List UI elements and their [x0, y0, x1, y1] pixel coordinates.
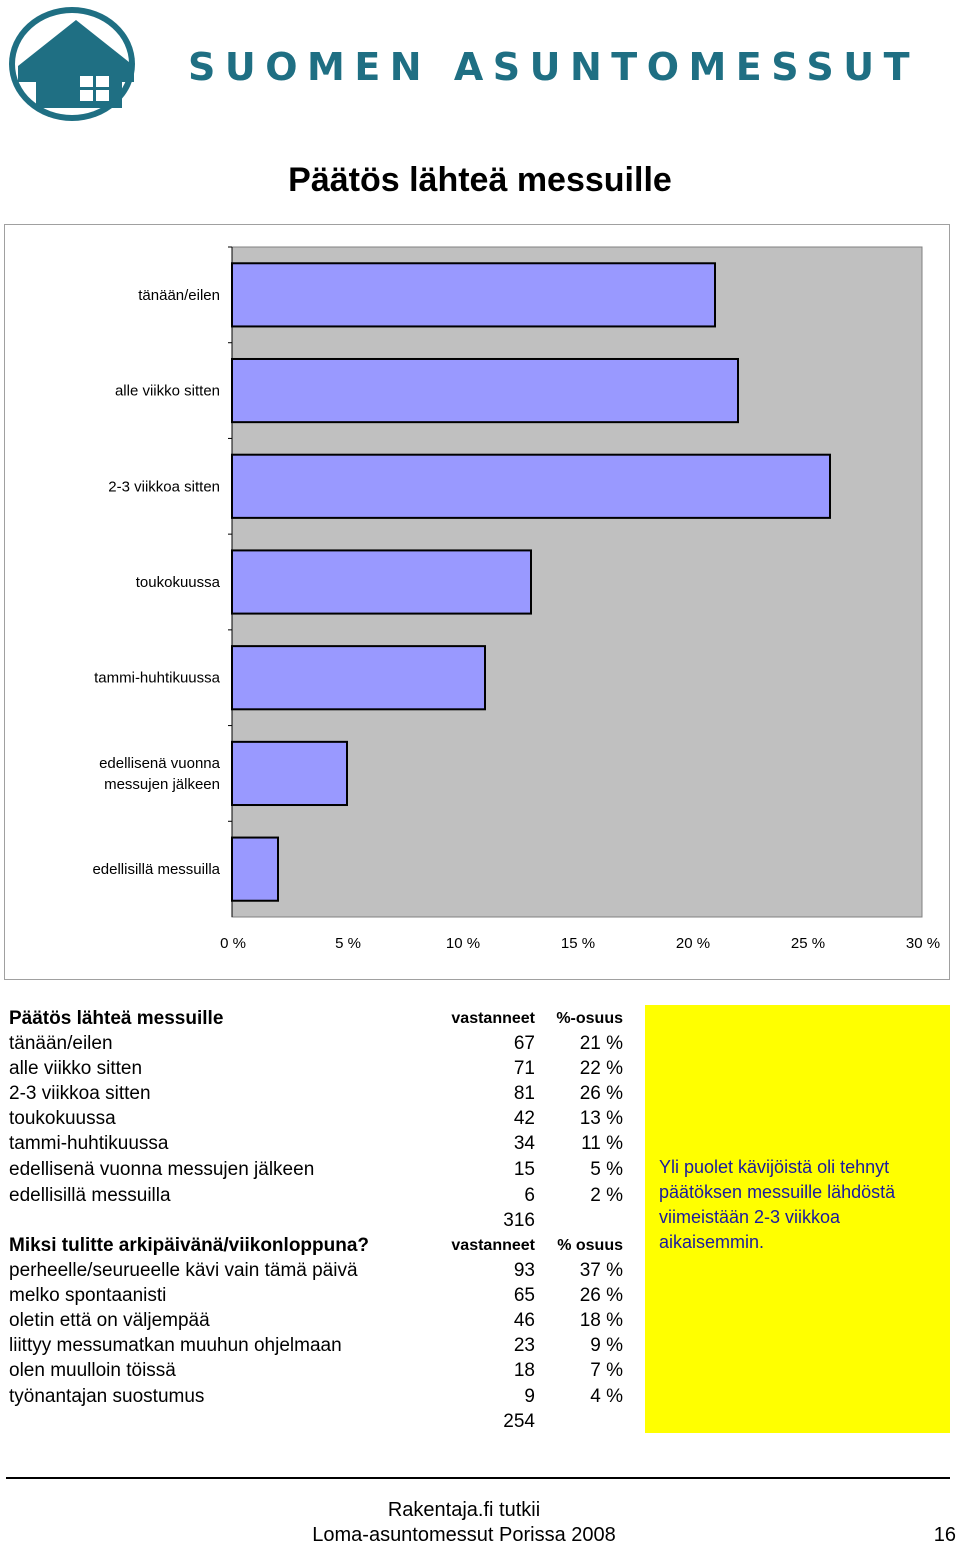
bar — [231, 262, 716, 328]
x-tick-label: 10 % — [446, 935, 480, 952]
x-tick-label: 5 % — [335, 935, 361, 952]
table-row: olen muulloin töissä 18 7 % — [9, 1358, 629, 1383]
row-percent: 22 % — [579, 1058, 623, 1079]
category-label: edellisenä vuonna — [99, 755, 221, 772]
category-label: alle viikko sitten — [115, 383, 220, 400]
category-label: messujen jälkeen — [104, 776, 220, 793]
x-tick-label: 30 % — [906, 935, 940, 952]
row-percent: 5 % — [590, 1159, 623, 1180]
category-label: tänään/eilen — [138, 287, 220, 304]
table-header: Miksi tulitte arkipäivänä/viikonloppuna?… — [9, 1233, 629, 1258]
bar — [231, 836, 279, 902]
row-percent: 7 % — [590, 1360, 623, 1381]
row-label: tänään/eilen — [9, 1033, 113, 1054]
house-logo-icon — [9, 7, 135, 121]
table-row: liittyy messumatkan muuhun ohjelmaan 23 … — [9, 1333, 629, 1358]
row-label: työnantajan suostumus — [9, 1386, 205, 1407]
column-header-respondents: vastanneet — [451, 1237, 535, 1254]
row-label: oletin että on väljempää — [9, 1310, 210, 1331]
row-count: 34 — [513, 1133, 535, 1154]
footer-divider — [6, 1477, 950, 1479]
row-count: 42 — [513, 1108, 535, 1129]
x-tick-label: 20 % — [676, 935, 710, 952]
row-count: 15 — [513, 1159, 535, 1180]
table-total-row: 254 — [9, 1409, 629, 1434]
row-label: 2-3 viikkoa sitten — [9, 1083, 151, 1104]
row-percent: 11 % — [581, 1133, 623, 1154]
table-total-row: 316 — [9, 1208, 629, 1233]
row-label: edellisillä messuilla — [9, 1185, 171, 1206]
x-tick-label: 25 % — [791, 935, 825, 952]
row-label: olen muulloin töissä — [9, 1360, 176, 1381]
row-count: 6 — [524, 1185, 535, 1206]
table-row: 2-3 viikkoa sitten 81 26 % — [9, 1081, 629, 1106]
row-label: melko spontaanisti — [9, 1285, 167, 1306]
row-percent: 4 % — [590, 1386, 623, 1407]
summary-note-text: Yli puolet kävijöistä oli tehnyt päätöks… — [659, 1157, 896, 1252]
page-number: 16 — [933, 1524, 956, 1546]
row-count: 93 — [513, 1260, 535, 1281]
chart-frame — [4, 224, 950, 980]
row-percent: 26 % — [579, 1083, 623, 1104]
x-tick-label: 15 % — [561, 935, 595, 952]
row-label: tammi-huhtikuussa — [9, 1133, 169, 1154]
row-count: 81 — [513, 1083, 535, 1104]
row-label: alle viikko sitten — [9, 1058, 143, 1079]
row-label: edellisenä vuonna messujen jälkeen — [9, 1159, 315, 1180]
table-row: perheelle/seurueelle kävi vain tämä päiv… — [9, 1258, 629, 1283]
table-row: melko spontaanisti 65 26 % — [9, 1283, 629, 1308]
row-percent: 21 % — [579, 1033, 623, 1054]
row-count: 71 — [513, 1058, 535, 1079]
category-label: tammi-huhtikuussa — [94, 670, 221, 687]
row-count: 67 — [513, 1033, 535, 1054]
column-header-share: %-osuus — [556, 1010, 623, 1027]
row-percent: 18 % — [579, 1310, 623, 1331]
table-row: edellisenä vuonna messujen jälkeen 15 5 … — [9, 1157, 629, 1182]
row-count: 23 — [513, 1335, 535, 1356]
row-percent: 13 % — [579, 1108, 623, 1129]
column-header-share: % osuus — [557, 1237, 623, 1254]
category-label: 2-3 viikkoa sitten — [108, 478, 220, 495]
row-count: 65 — [513, 1285, 535, 1306]
weekday-reason-table: Miksi tulitte arkipäivänä/viikonloppuna?… — [0, 1233, 640, 1438]
decision-table: Päätös lähteä messuille vastanneet %-osu… — [0, 1006, 640, 1236]
row-percent: 2 % — [590, 1185, 623, 1206]
x-tick-label: 0 % — [220, 935, 246, 952]
bar — [231, 549, 532, 615]
table-row: edellisillä messuilla 6 2 % — [9, 1183, 629, 1208]
table-title: Päätös lähteä messuille — [9, 1008, 224, 1029]
bar-chart: tänään/eilen alle viikko sitten 2-3 viikko… — [92, 246, 940, 952]
row-count: 18 — [513, 1360, 535, 1381]
table-row: toukokuussa 42 13 % — [9, 1106, 629, 1131]
bar — [231, 740, 348, 807]
bar — [231, 645, 486, 711]
total-count: 254 — [503, 1411, 535, 1432]
category-label: edellisillä messuilla — [92, 861, 220, 878]
row-percent: 37 % — [579, 1260, 623, 1281]
bar — [231, 453, 831, 519]
table-row: tammi-huhtikuussa 34 11 % — [9, 1131, 629, 1156]
footer-source: Rakentaja.fi tutkii — [387, 1499, 541, 1521]
row-count: 9 — [524, 1386, 535, 1407]
bar — [231, 357, 739, 424]
summary-note: Yli puolet kävijöistä oli tehnyt päätöks… — [645, 1005, 950, 1433]
table-row: oletin että on väljempää 46 18 % — [9, 1308, 629, 1333]
footer-event: Loma-asuntomessut Porissa 2008 — [312, 1524, 616, 1546]
table-row: tänään/eilen 67 21 % — [9, 1031, 629, 1056]
category-label: toukokuussa — [136, 574, 221, 591]
total-count: 316 — [503, 1210, 535, 1231]
brand-name: SUOMEN ASUNTOMESSUT — [188, 45, 920, 89]
row-count: 46 — [513, 1310, 535, 1331]
table-header: Päätös lähteä messuille vastanneet %-osu… — [9, 1006, 629, 1031]
row-percent: 26 % — [579, 1285, 623, 1306]
page-title: Päätös lähteä messuille — [288, 161, 672, 199]
table-row: alle viikko sitten 71 22 % — [9, 1056, 629, 1081]
row-label: toukokuussa — [9, 1108, 116, 1129]
row-percent: 9 % — [590, 1335, 623, 1356]
row-label: perheelle/seurueelle kävi vain tämä päiv… — [9, 1260, 358, 1281]
table-title: Miksi tulitte arkipäivänä/viikonloppuna? — [9, 1235, 370, 1256]
row-label: liittyy messumatkan muuhun ohjelmaan — [9, 1335, 342, 1356]
table-row: työnantajan suostumus 9 4 % — [9, 1384, 629, 1409]
column-header-respondents: vastanneet — [451, 1010, 535, 1027]
